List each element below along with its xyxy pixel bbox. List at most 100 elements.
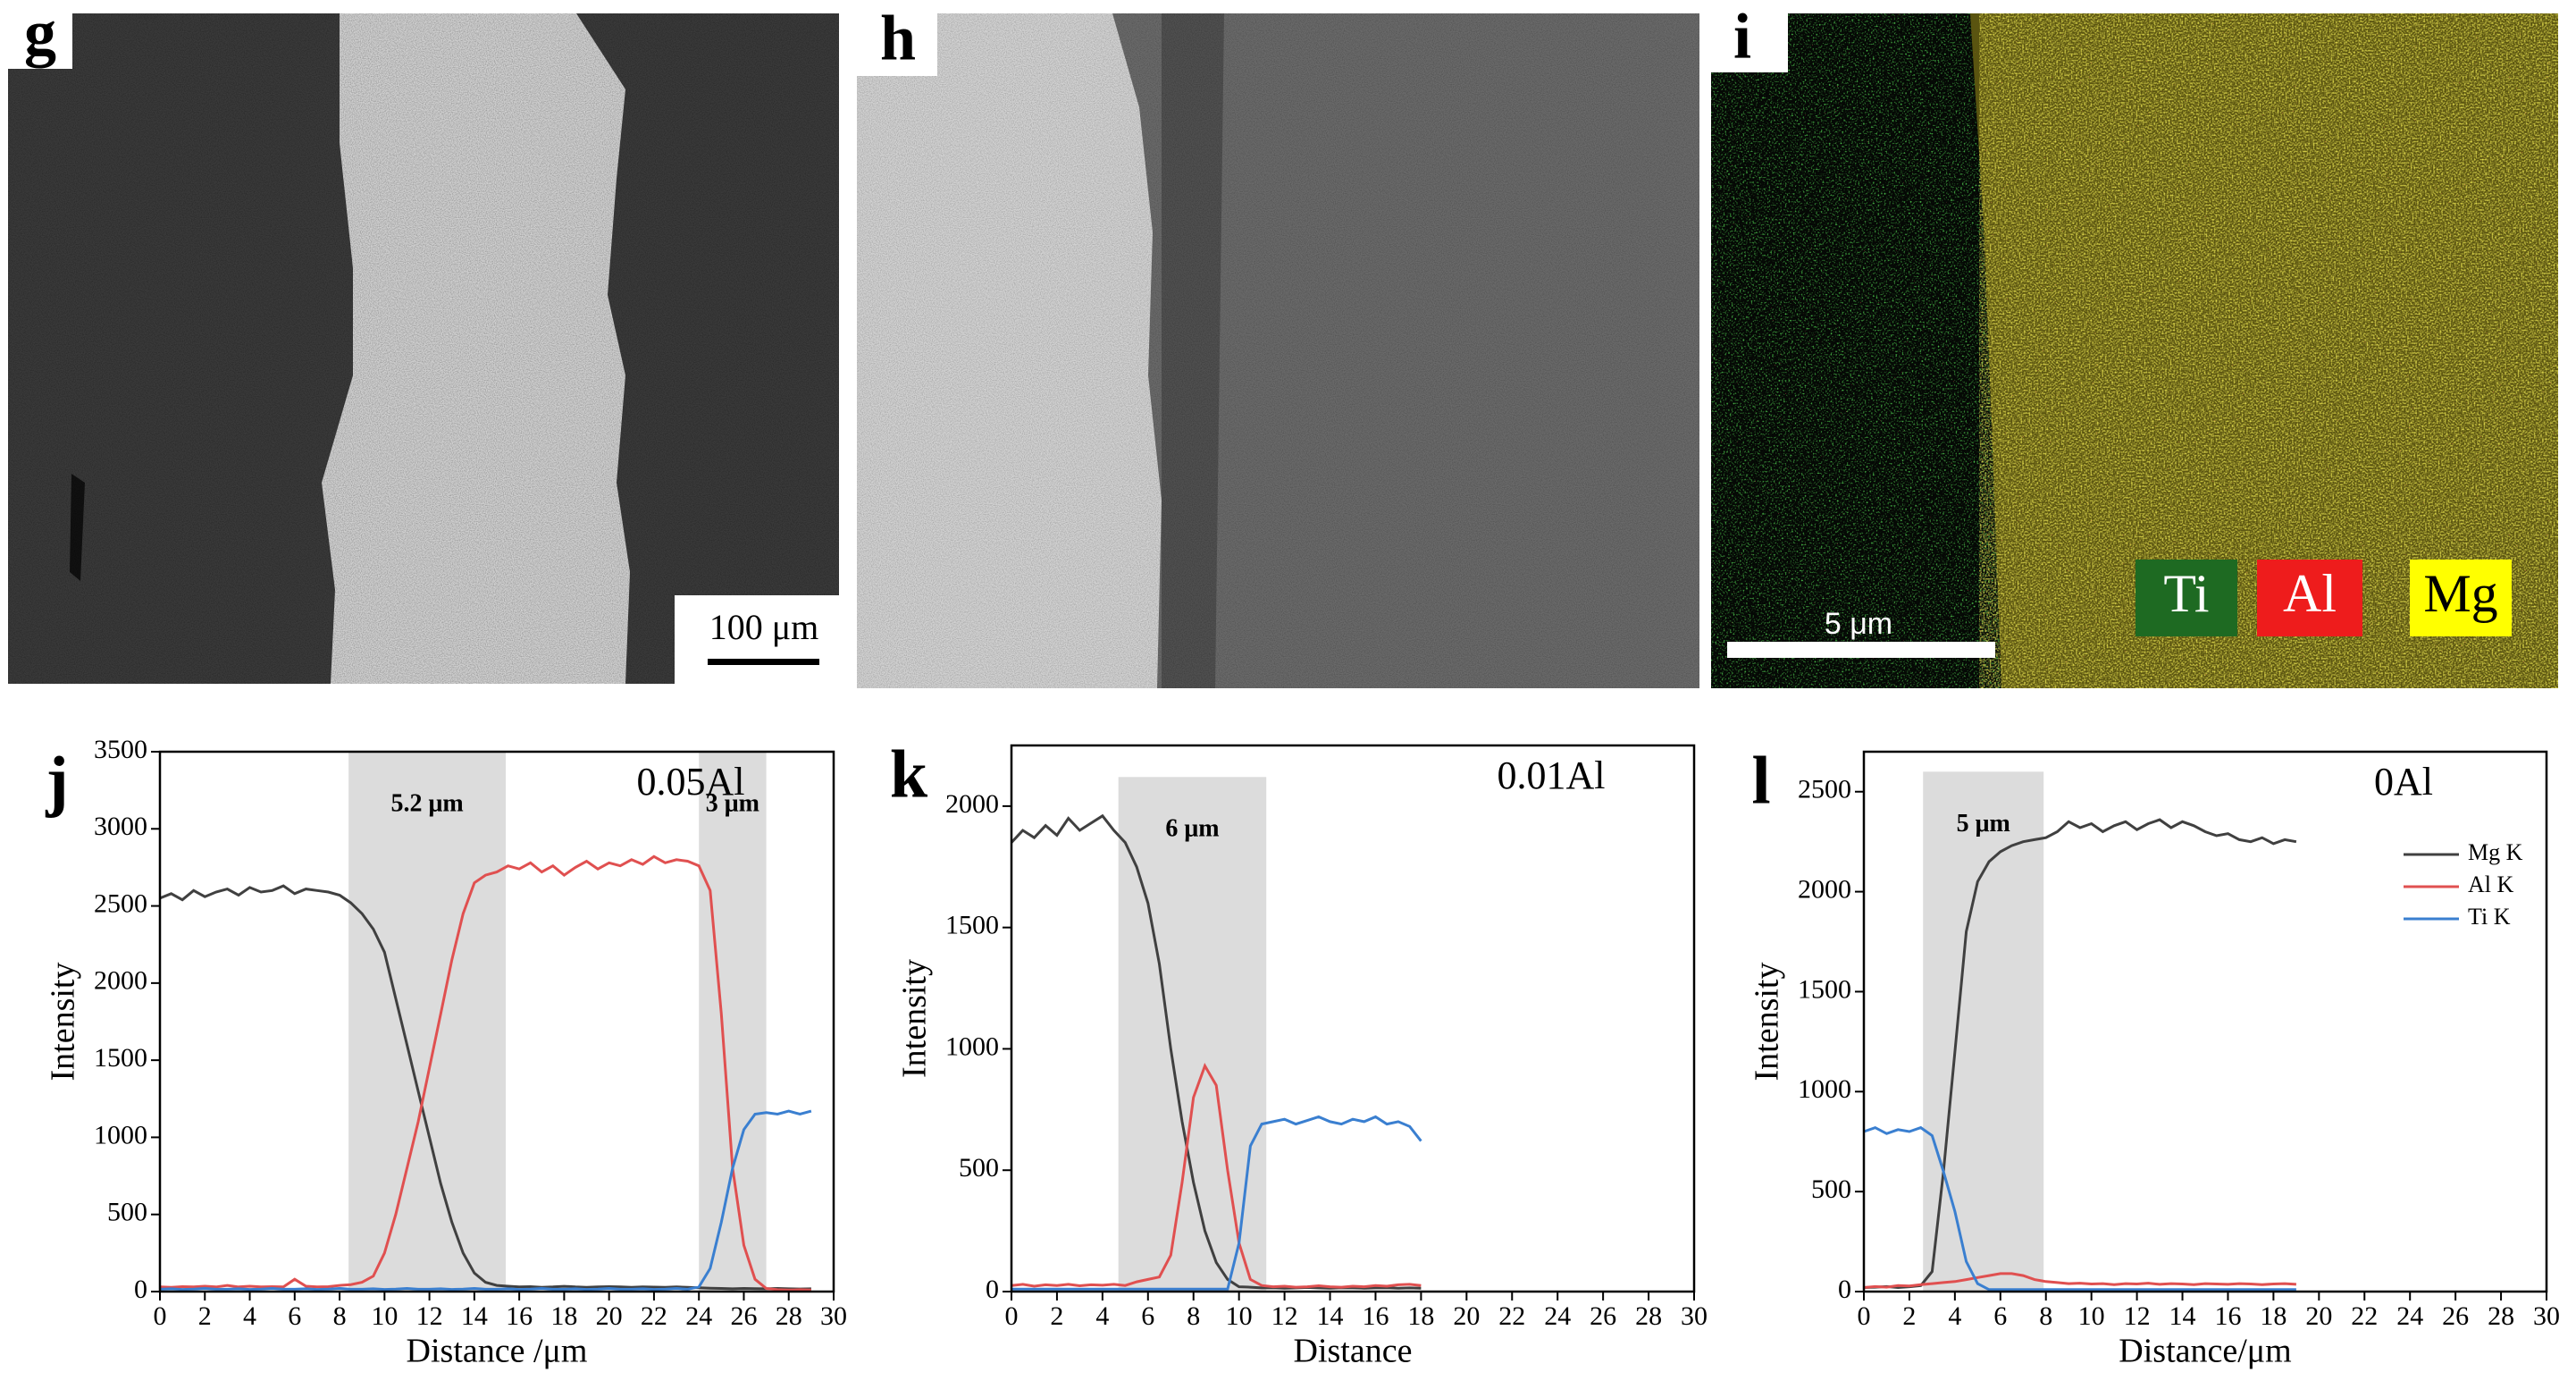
y-tick-label: 500 [959, 1153, 999, 1183]
series-line [159, 854, 811, 1292]
x-tick-label: 6 [288, 1301, 301, 1331]
x-tick-label: 28 [776, 1301, 802, 1331]
x-tick-label: 28 [2488, 1301, 2514, 1331]
y-axis-label: Intensity [45, 963, 82, 1082]
element-label: Ti [2163, 564, 2209, 623]
band-label: 5 μm [1957, 810, 2010, 838]
x-tick-label: 10 [1226, 1301, 1253, 1331]
element-label: Al [2283, 564, 2337, 623]
label-box [1711, 13, 1788, 72]
y-tick-label: 2000 [94, 966, 147, 996]
panel-label: l [1751, 743, 1770, 818]
series-line [1863, 1272, 2296, 1289]
y-tick-label: 0 [1838, 1275, 1851, 1304]
texture [857, 13, 1699, 688]
legend-box [2257, 560, 2362, 636]
y-tick-label: 3000 [94, 812, 147, 841]
band-label: 3 μm [706, 789, 759, 817]
plot-frame [1862, 750, 2548, 1293]
series-line [159, 1109, 812, 1292]
x-tick-label: 30 [2533, 1301, 2560, 1331]
panel-label: i [1733, 1, 1751, 72]
x-tick-label: 6 [1993, 1301, 2007, 1331]
x-tick-label: 2 [1050, 1301, 1063, 1331]
panel-i: i 5 μm Ti Al Mg [1711, 1, 2558, 688]
panel-g: g 100 μm [8, 0, 839, 684]
x-tick-label: 18 [1407, 1301, 1434, 1331]
y-tick-label: 1500 [945, 911, 999, 940]
y-axis-label: Intensity [1749, 963, 1786, 1082]
scale-bar [1727, 642, 1995, 658]
x-tick-label: 24 [1544, 1301, 1571, 1331]
x-tick-label: 30 [820, 1301, 847, 1331]
legend-label: Al K [2468, 871, 2514, 897]
series-line [1010, 813, 1422, 1290]
x-tick-label: 12 [416, 1301, 443, 1331]
scale-bar [708, 659, 819, 665]
x-axis-label: Distance /μm [407, 1333, 588, 1370]
x-tick-label: 16 [1362, 1301, 1389, 1331]
x-tick-label: 28 [1635, 1301, 1662, 1331]
x-tick-label: 12 [2124, 1301, 2151, 1331]
band-label: 6 μm [1165, 815, 1219, 843]
legend-label: Mg K [2468, 839, 2523, 865]
x-tick-label: 4 [243, 1301, 256, 1331]
y-tick-label: 3500 [94, 735, 147, 764]
panel-label: k [890, 737, 928, 812]
y-tick-label: 1000 [1798, 1074, 1851, 1104]
element-label: Mg [2423, 564, 2497, 623]
scale-bar-label: 100 μm [709, 607, 819, 647]
y-tick-label: 2500 [94, 888, 147, 918]
x-tick-label: 10 [2078, 1301, 2105, 1331]
series-line [1863, 818, 2297, 1290]
x-tick-label: 20 [596, 1301, 623, 1331]
x-tick-label: 2 [1902, 1301, 1916, 1331]
x-tick-label: 22 [641, 1301, 667, 1331]
chart: 5 μm0 2 4 6 8 10 12 14 16 18 20 22 24 26 28 30050010001… [1749, 743, 2560, 1369]
x-tick-label: 14 [461, 1301, 488, 1331]
y-tick-label: 1000 [94, 1120, 147, 1149]
x-tick-label: 8 [333, 1301, 347, 1331]
band [1923, 771, 2044, 1292]
y-tick-label: 500 [107, 1198, 147, 1227]
label-box [857, 13, 937, 76]
annotation: 0Al [2374, 760, 2433, 804]
x-tick-label: 18 [550, 1301, 577, 1331]
band [348, 752, 507, 1292]
x-tick-label: 20 [2305, 1301, 2332, 1331]
band [1118, 777, 1267, 1292]
series-line [159, 884, 811, 1291]
y-tick-label: 2000 [945, 789, 999, 819]
y-tick-label: 0 [986, 1275, 999, 1304]
legend-box [2410, 560, 2512, 636]
panel-h: h [857, 3, 1699, 688]
legend-label: Ti K [2468, 904, 2511, 930]
y-tick-label: 1000 [945, 1031, 999, 1061]
x-tick-label: 22 [1498, 1301, 1525, 1331]
x-tick-label: 14 [1317, 1301, 1344, 1331]
x-tick-label: 24 [685, 1301, 712, 1331]
y-axis-label: Intensity [896, 959, 934, 1078]
band [699, 752, 767, 1292]
chart: 6 μm0 2 4 6 8 10 12 14 16 18 20 22 24 26 28 30050010001… [890, 737, 1708, 1369]
texture [8, 13, 839, 684]
x-tick-label: 26 [2442, 1301, 2469, 1331]
x-tick-label: 26 [730, 1301, 757, 1331]
band-label: 5.2 μm [390, 789, 463, 817]
x-tick-label: 12 [1271, 1301, 1298, 1331]
x-tick-label: 0 [1858, 1301, 1871, 1331]
x-tick-label: 20 [1453, 1301, 1480, 1331]
y-tick-label: 500 [1811, 1174, 1851, 1204]
x-tick-label: 14 [2169, 1301, 2196, 1331]
panel-label: g [24, 0, 56, 69]
y-tick-label: 0 [134, 1275, 147, 1304]
label-box [8, 13, 72, 69]
x-tick-label: 24 [2396, 1301, 2423, 1331]
x-tick-label: 30 [1681, 1301, 1708, 1331]
plot-frame [158, 750, 835, 1293]
y-tick-label: 1500 [1798, 974, 1851, 1004]
x-tick-label: 4 [1948, 1301, 1961, 1331]
y-tick-label: 2000 [1798, 874, 1851, 904]
